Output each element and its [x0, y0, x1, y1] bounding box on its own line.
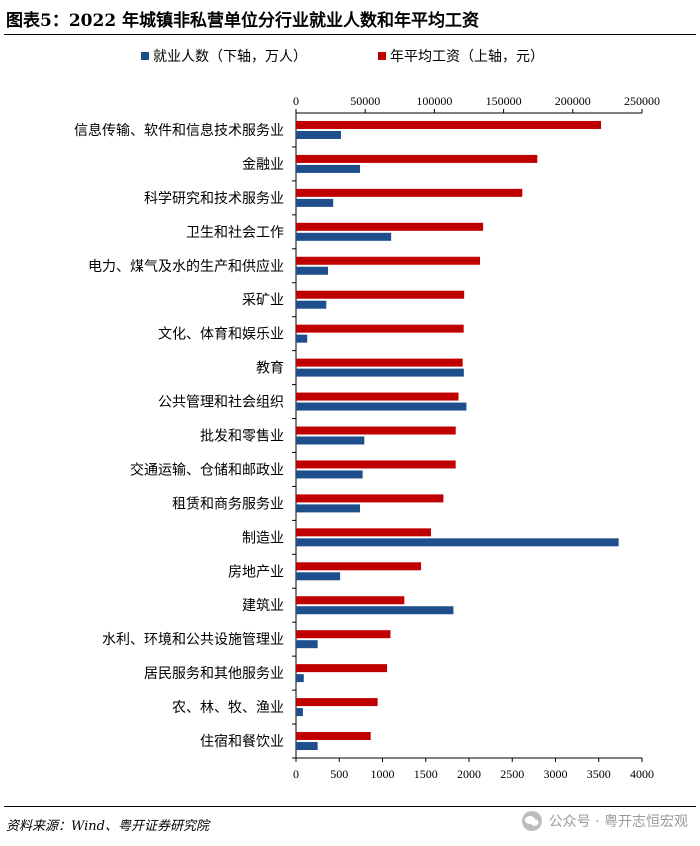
- wage-bar: [296, 392, 459, 401]
- category-label: 制造业: [242, 530, 284, 546]
- category-label: 交通运输、仓储和邮政业: [130, 461, 284, 478]
- category-label: 批发和零售业: [200, 429, 284, 445]
- x-top-tick-label: 0: [293, 94, 299, 108]
- wage-bar: [296, 460, 456, 469]
- category-label: 科学研究和技术服务业: [144, 191, 284, 207]
- legend-item-employment: 就业人数（下轴，万人）: [141, 46, 307, 66]
- wage-bar: [296, 596, 405, 605]
- employment-bar: [296, 606, 454, 615]
- category-label: 房地产业: [228, 564, 284, 580]
- wage-bar: [296, 290, 465, 299]
- wage-bar: [296, 222, 484, 231]
- category-label: 住宿和餐饮业: [200, 733, 284, 750]
- chart-title: 图表5：2022 年城镇非私营单位分行业就业人数和年平均工资: [6, 11, 480, 31]
- category-label: 水利、环境和公共设施管理业: [102, 632, 284, 648]
- employment-bar: [296, 674, 304, 683]
- legend: 就业人数（下轴，万人） 年平均工资（上轴，元）: [0, 46, 700, 68]
- employment-bar: [296, 130, 341, 139]
- x-top-tick-label: 250000: [624, 94, 660, 108]
- x-bottom-tick-label: 1000: [371, 767, 395, 781]
- employment-bar: [296, 198, 334, 207]
- legend-swatch-wage: [378, 52, 386, 60]
- x-top-tick-label: 100000: [416, 94, 452, 108]
- employment-bar: [296, 368, 464, 377]
- source-note: 资料来源：Wind、粤开证券研究院: [6, 819, 209, 834]
- x-top-tick-label: 50000: [350, 94, 380, 108]
- employment-bar: [296, 640, 318, 649]
- watermark: 公众号 · 粤开志恒宏观: [521, 810, 688, 832]
- wage-bar: [296, 630, 391, 639]
- employment-bar: [296, 266, 329, 275]
- wage-bar: [296, 664, 388, 673]
- wage-bar: [296, 120, 602, 129]
- wechat-icon: [521, 811, 542, 831]
- category-label: 公共管理和社会组织: [158, 395, 284, 411]
- category-label: 文化、体育和娱乐业: [158, 327, 284, 343]
- bar-chart: 0 50000 100000 150000 200000 250000 0 500 1000 15…: [74, 94, 660, 781]
- category-label: 租赁和商务服务业: [172, 496, 284, 512]
- x-bottom-tick-label: 3000: [544, 767, 568, 781]
- employment-bar: [296, 232, 392, 241]
- employment-bar: [296, 334, 308, 343]
- wage-bar: [296, 426, 456, 435]
- x-top-tick-label: 150000: [486, 94, 522, 108]
- wage-bar: [296, 256, 481, 265]
- watermark-text: 公众号 · 粤开志恒宏观: [548, 814, 688, 830]
- employment-bar: [296, 436, 365, 445]
- category-label: 电力、煤气及水的生产和供应业: [88, 258, 284, 275]
- x-bottom-tick-label: 3500: [587, 767, 611, 781]
- wage-bar: [296, 154, 538, 163]
- x-bottom-tick-label: 500: [330, 767, 348, 781]
- employment-bar: [296, 708, 303, 717]
- legend-swatch-employment: [141, 52, 149, 60]
- x-bottom-tick-label: 2000: [457, 767, 481, 781]
- legend-label-employment: 就业人数（下轴，万人）: [153, 49, 307, 65]
- wage-bar: [296, 494, 444, 503]
- employment-bar: [296, 572, 341, 581]
- employment-bar: [296, 504, 361, 513]
- wage-bar: [296, 562, 422, 571]
- x-bottom-tick-label: 1500: [414, 767, 438, 781]
- wage-bar: [296, 528, 431, 537]
- category-label: 教育: [256, 361, 284, 377]
- employment-bar: [296, 470, 363, 479]
- employment-bar: [296, 538, 619, 547]
- x-bottom-tick-label: 4000: [630, 767, 654, 781]
- category-label: 信息传输、软件和信息技术服务业: [74, 122, 284, 139]
- x-bottom-tick-label: 0: [293, 767, 299, 781]
- title-divider: [4, 34, 696, 35]
- category-label: 居民服务和其他服务业: [144, 666, 284, 682]
- wage-bar: [296, 188, 523, 197]
- category-label: 卫生和社会工作: [186, 225, 284, 241]
- category-label: 采矿业: [242, 293, 284, 309]
- legend-label-wage: 年平均工资（上轴，元）: [390, 49, 544, 65]
- category-label: 建筑业: [242, 598, 284, 614]
- wage-bar: [296, 698, 378, 707]
- category-label: 农、林、牧、渔业: [172, 700, 284, 716]
- employment-bar: [296, 164, 361, 173]
- footer-divider: [4, 806, 696, 807]
- wage-bar: [296, 358, 463, 367]
- x-top-tick-label: 200000: [555, 94, 591, 108]
- title-bar: 图表5：2022 年城镇非私营单位分行业就业人数和年平均工资: [0, 0, 700, 38]
- employment-bar: [296, 300, 327, 309]
- legend-item-wage: 年平均工资（上轴，元）: [378, 46, 544, 66]
- wage-bar: [296, 324, 464, 333]
- employment-bar: [296, 742, 318, 751]
- wage-bar: [296, 732, 371, 741]
- x-bottom-tick-label: 2500: [500, 767, 524, 781]
- category-label: 金融业: [242, 157, 284, 173]
- employment-bar: [296, 402, 467, 411]
